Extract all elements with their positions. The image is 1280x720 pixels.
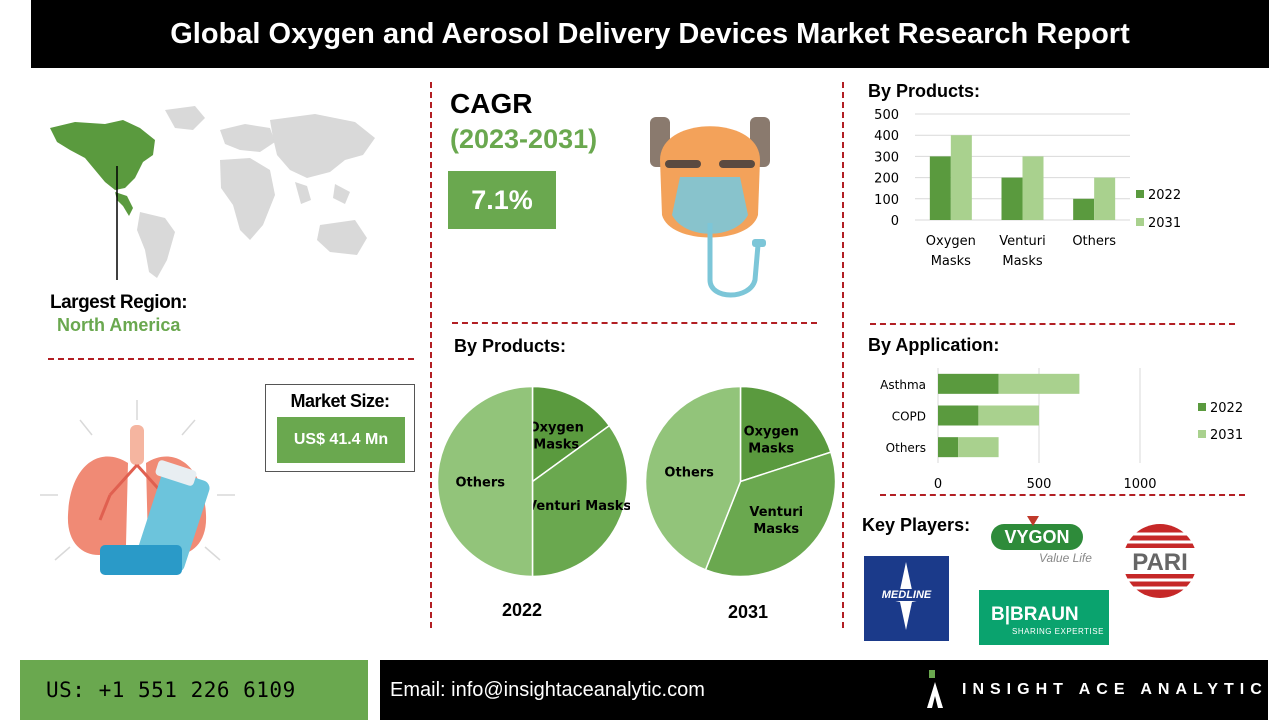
legend-label: 2022 bbox=[1210, 401, 1243, 416]
divider-region bbox=[48, 358, 414, 360]
pie-label-2022-0: Masks bbox=[533, 437, 579, 452]
bbraun-logo-tagline: SHARING EXPERTISE bbox=[1012, 627, 1104, 636]
pie-slice-2031-2 bbox=[644, 385, 742, 571]
y-tick-label: Asthma bbox=[880, 378, 926, 392]
pari-logo-text: PARI bbox=[1132, 549, 1188, 576]
legend-swatch bbox=[1136, 218, 1144, 226]
x-tick-label: 0 bbox=[934, 477, 942, 492]
pie-slice-2022-0 bbox=[531, 385, 611, 483]
pari-logo: PARI bbox=[1120, 522, 1200, 600]
pie-label-2031-0: Masks bbox=[748, 442, 794, 457]
bar-apps-title: By Application: bbox=[868, 335, 1000, 355]
brand-name: INSIGHT ACE ANALYTIC bbox=[962, 681, 1268, 698]
y-tick-label: Others bbox=[886, 441, 926, 455]
cagr-period: (2023-2031) bbox=[450, 124, 598, 154]
x-tick-label: 1000 bbox=[1123, 477, 1156, 492]
cagr-title: CAGR bbox=[450, 88, 533, 119]
vygon-logo: VYGON Value Life bbox=[985, 516, 1100, 568]
pie-year-2022: 2022 bbox=[502, 600, 543, 620]
bbraun-logo: B|BRAUN SHARING EXPERTISE bbox=[979, 590, 1109, 645]
pie-label-2022-2: Others bbox=[456, 476, 506, 491]
bar-2022-0 bbox=[929, 156, 951, 220]
pie-label-2031-2: Others bbox=[664, 466, 714, 481]
x-tick-label: Masks bbox=[931, 254, 971, 269]
key-players-title: Key Players: bbox=[862, 515, 971, 535]
x-tick-label: Oxygen bbox=[926, 234, 976, 249]
pie-label-2022-1: Venturi Masks bbox=[527, 499, 630, 514]
pie-slice-2031-1 bbox=[704, 451, 837, 578]
bar-2022-1 bbox=[1001, 177, 1023, 220]
y-tick-label: 500 bbox=[874, 108, 899, 123]
vygon-logo-tagline: Value Life bbox=[1039, 551, 1092, 565]
bar-2031-0 bbox=[998, 373, 1080, 394]
y-tick-label: 0 bbox=[891, 214, 899, 229]
y-tick-label: 400 bbox=[874, 129, 899, 144]
medline-logo-text: MEDLINE bbox=[864, 589, 949, 601]
pie-slice-2031-0 bbox=[739, 385, 832, 483]
x-tick-label: 500 bbox=[1027, 477, 1052, 492]
report-title: Global Oxygen and Aerosol Delivery Devic… bbox=[31, 0, 1269, 68]
largest-region-title: Largest Region: bbox=[50, 292, 188, 313]
pie-chart-2022: Oxygen Masks Venturi Masks Others bbox=[436, 385, 630, 578]
y-tick-label: 300 bbox=[874, 150, 899, 165]
divider-application bbox=[880, 494, 1245, 496]
bar-2031-2 bbox=[1094, 177, 1116, 220]
oxygen-mask-face-icon bbox=[650, 117, 770, 298]
legend-swatch bbox=[1198, 430, 1206, 438]
pie-label-2031-1: Venturi bbox=[749, 505, 803, 520]
pie-label-2031-1: Masks bbox=[753, 522, 799, 537]
bar-2031-1 bbox=[1022, 156, 1044, 220]
legend-label: 2022 bbox=[1148, 188, 1181, 203]
pari-logo-circle-icon bbox=[1120, 524, 1200, 598]
bar-2031-0 bbox=[950, 135, 972, 220]
largest-region-name: North America bbox=[57, 315, 181, 335]
pie-year-2031: 2031 bbox=[728, 602, 769, 622]
market-size-title: Market Size: bbox=[290, 391, 390, 411]
y-tick-label: 200 bbox=[874, 172, 899, 187]
cagr-value: 7.1% bbox=[448, 171, 556, 229]
pie-chart-2031: Oxygen Masks Venturi Masks Others bbox=[644, 385, 837, 578]
bar-2022-2 bbox=[1073, 198, 1095, 220]
footer-bar: Email: info@insightaceanalytic.com INSIG… bbox=[380, 660, 1268, 720]
divider-products bbox=[870, 323, 1235, 325]
legend-swatch bbox=[1136, 190, 1144, 198]
divider-cagr bbox=[452, 322, 817, 324]
bar-2031-2 bbox=[958, 437, 999, 458]
divider-right bbox=[842, 82, 844, 628]
brand-logo-icon bbox=[927, 670, 943, 708]
bar-2022-1 bbox=[938, 405, 979, 426]
medline-logo: MEDLINE bbox=[864, 556, 949, 641]
bbraun-logo-name: B|BRAUN bbox=[991, 604, 1079, 625]
pies-title: By Products: bbox=[454, 336, 567, 356]
legend-label: 2031 bbox=[1210, 428, 1243, 443]
x-tick-label: Venturi bbox=[999, 234, 1045, 249]
bar-2031-1 bbox=[978, 405, 1039, 426]
x-tick-label: Others bbox=[1072, 234, 1116, 249]
legend-label: 2031 bbox=[1148, 216, 1181, 231]
divider-left bbox=[430, 82, 432, 628]
bar-2022-2 bbox=[938, 437, 959, 458]
x-tick-label: Masks bbox=[1002, 254, 1042, 269]
bar-chart-products: 0 100 200 300 400 500 Oxygen Masks Venturi Masks O… bbox=[874, 108, 1181, 269]
pie-label-2031-0: Oxygen bbox=[744, 425, 799, 440]
y-tick-label: 100 bbox=[874, 193, 899, 208]
pie-label-2022-0: Oxygen bbox=[529, 420, 584, 435]
y-tick-label: COPD bbox=[892, 410, 926, 424]
world-map-icon bbox=[50, 106, 375, 280]
market-size-value: US$ 41.4 Mn bbox=[277, 417, 405, 463]
contact-email[interactable]: Email: info@insightaceanalytic.com bbox=[390, 678, 705, 701]
legend-swatch bbox=[1198, 403, 1206, 411]
bar-2022-0 bbox=[938, 373, 999, 394]
lungs-inhaler-icon bbox=[40, 400, 235, 575]
pie-slice-2022-2 bbox=[436, 385, 534, 578]
bar-chart-application: 0 500 1000 Asthma COPD Others 2022 2031 bbox=[880, 368, 1243, 492]
market-size-card: Market Size: US$ 41.4 Mn bbox=[265, 384, 415, 472]
vygon-logo-name: VYGON bbox=[1004, 527, 1070, 547]
vygon-logo-shape-icon bbox=[991, 516, 1083, 550]
pie-slice-2022-1 bbox=[531, 424, 629, 578]
contact-phone: US: +1 551 226 6109 bbox=[20, 660, 368, 720]
bar-products-title: By Products: bbox=[868, 81, 981, 101]
